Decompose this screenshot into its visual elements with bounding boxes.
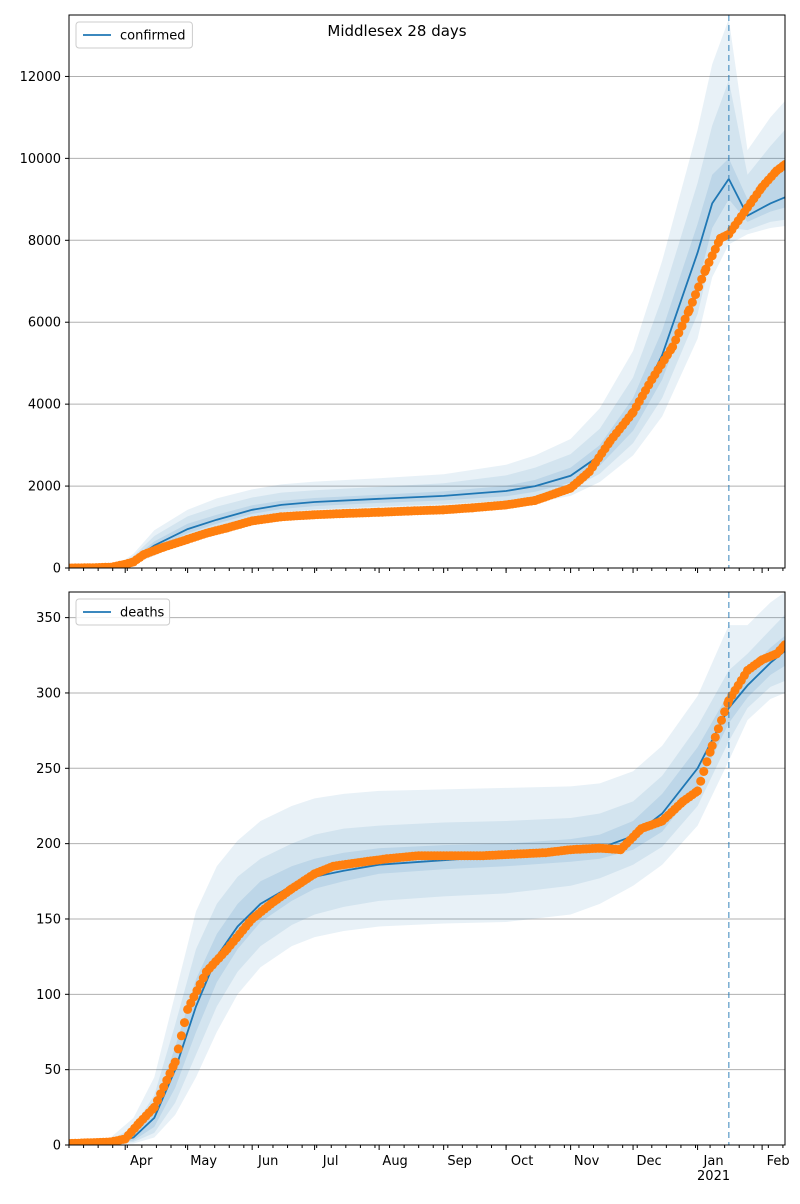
y-tick-label: 50 xyxy=(44,1063,61,1078)
y-tick-label: 0 xyxy=(53,562,61,577)
band-94pct xyxy=(69,19,785,568)
legend-box xyxy=(75,21,193,49)
y-tick-label: 350 xyxy=(36,611,61,626)
median-line-forecast xyxy=(727,178,785,217)
observed-point xyxy=(156,1089,166,1099)
band-94pct xyxy=(69,592,785,1145)
observed-point xyxy=(677,321,687,331)
observed-point xyxy=(687,297,697,307)
observed-point xyxy=(674,328,684,338)
observed-point xyxy=(173,1044,183,1054)
observed-point xyxy=(684,305,694,315)
axes-frame xyxy=(68,591,786,1146)
observed-point xyxy=(691,290,700,300)
confirmed-panel: 0 2000 4000 6000 8000 10000 12000 confirmed xyxy=(20,14,786,577)
observed-point xyxy=(162,1075,172,1085)
y-tick-label: 4000 xyxy=(28,398,61,413)
y-tick-label: 12000 xyxy=(20,70,61,85)
y-tick-label: 8000 xyxy=(28,234,61,249)
y-tick-label: 2000 xyxy=(28,480,61,495)
observed-point xyxy=(696,776,706,786)
observed-point xyxy=(149,1102,159,1112)
x-tick-label: Nov xyxy=(574,1154,600,1169)
observed-point xyxy=(780,160,785,170)
plot-area xyxy=(69,19,785,568)
observed-point xyxy=(176,1031,186,1041)
observed-point xyxy=(180,1018,189,1028)
x-tick-label: Jul xyxy=(322,1154,339,1169)
observed-point xyxy=(780,640,785,650)
observed-point xyxy=(699,767,709,776)
observed-point xyxy=(680,314,690,324)
legend: deaths xyxy=(75,598,171,626)
observed-point xyxy=(165,1068,175,1078)
y-tick-label: 10000 xyxy=(20,152,61,167)
legend-label: confirmed xyxy=(120,29,186,44)
y-tick-label: 200 xyxy=(36,837,61,852)
x-tick-label: Jun xyxy=(257,1154,278,1169)
observed-point xyxy=(713,724,723,734)
observed-point xyxy=(694,282,704,292)
x-tick-label: Jan xyxy=(703,1154,724,1169)
x-tick-label: Sep xyxy=(447,1154,472,1169)
legend-box xyxy=(75,598,171,626)
x-tick-label: Aug xyxy=(382,1154,407,1169)
y-tick-label: 150 xyxy=(36,912,61,927)
figure-title: Middlesex 28 days xyxy=(327,22,466,40)
x-tick-label: 2021 xyxy=(697,1169,730,1184)
observed-point xyxy=(717,715,726,725)
plot-area xyxy=(69,592,785,1145)
observed-point xyxy=(668,342,678,352)
x-tick-label: Apr xyxy=(130,1154,153,1169)
x-tick-label: Feb xyxy=(767,1154,790,1169)
observed-point xyxy=(697,274,707,284)
observed-point xyxy=(170,1057,180,1067)
band-80pct xyxy=(69,614,785,1145)
y-tick-label: 0 xyxy=(53,1139,61,1154)
legend-label: deaths xyxy=(120,606,165,621)
deaths-panel: 0 50 100 150 200 250 300 350 Apr May Jun Jul Aug Sep O… xyxy=(36,591,790,1184)
observed-point xyxy=(159,1082,169,1092)
x-tick-label: Dec xyxy=(636,1154,661,1169)
observed-point xyxy=(707,741,717,751)
observed-point xyxy=(710,732,720,742)
observed-point xyxy=(671,335,681,345)
observed-point xyxy=(702,757,712,767)
x-tick-label: Oct xyxy=(511,1154,533,1169)
legend: confirmed xyxy=(75,21,193,49)
y-tick-label: 6000 xyxy=(28,316,61,331)
y-tick-label: 100 xyxy=(36,988,61,1003)
observed-point xyxy=(153,1096,162,1105)
x-tick-label: May xyxy=(190,1154,217,1169)
y-tick-label: 250 xyxy=(36,762,61,777)
observed-point xyxy=(720,707,730,717)
observed-point xyxy=(693,786,703,796)
y-tick-label: 300 xyxy=(36,686,61,701)
band-50pct xyxy=(69,158,785,568)
axes-frame xyxy=(68,14,786,569)
